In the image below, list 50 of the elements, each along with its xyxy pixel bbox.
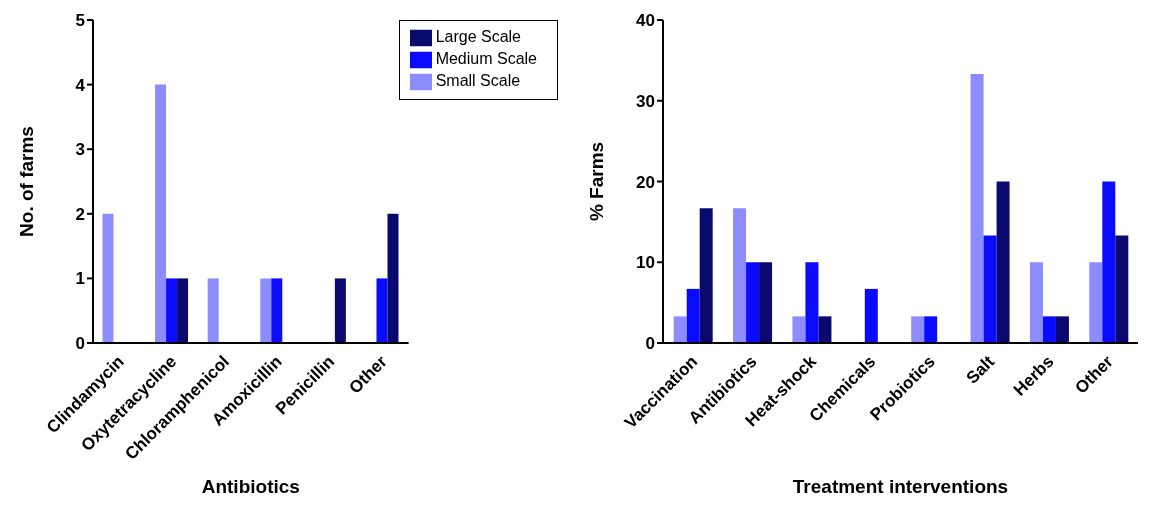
bar	[1042, 316, 1056, 343]
y-tick-label: 20	[636, 172, 655, 192]
bar	[924, 316, 938, 343]
y-tick-label: 3	[75, 140, 85, 160]
bar	[376, 278, 388, 343]
y-tick-label: 10	[636, 253, 655, 273]
bar	[1055, 316, 1069, 343]
bar	[733, 208, 747, 343]
y-axis-title: No. of farms	[15, 126, 37, 237]
bar	[970, 74, 984, 343]
y-tick-label: 5	[75, 11, 85, 31]
bar	[792, 316, 806, 343]
bar	[996, 181, 1010, 343]
bar	[864, 288, 878, 343]
y-tick-label: 1	[75, 269, 85, 289]
x-axis-title: Antibiotics	[201, 476, 300, 497]
bar	[746, 262, 760, 343]
bar	[1102, 181, 1116, 343]
bar	[983, 235, 997, 343]
bar	[818, 316, 832, 343]
bar	[1115, 235, 1129, 343]
y-tick-label: 40	[636, 11, 655, 31]
legend-label: Medium Scale	[435, 50, 537, 68]
bar	[387, 213, 399, 343]
bar	[673, 316, 687, 343]
y-tick-label: 0	[645, 334, 655, 354]
y-tick-label: 30	[636, 91, 655, 111]
bar	[1029, 262, 1043, 343]
bar	[166, 278, 178, 343]
x-axis-title: Treatment interventions	[792, 476, 1009, 497]
bar	[1089, 262, 1103, 343]
bar	[805, 262, 819, 343]
bar	[271, 278, 283, 343]
bar	[699, 208, 713, 343]
legend-label: Small Scale	[435, 72, 521, 90]
y-axis-title: % Farms	[585, 141, 607, 222]
bar	[207, 278, 219, 343]
bar	[759, 262, 773, 343]
bar	[686, 288, 700, 343]
x-tick-label: Salt	[962, 351, 999, 388]
legend-label: Large Scale	[435, 28, 522, 46]
bar	[177, 278, 189, 343]
y-tick-label: 4	[75, 75, 86, 95]
bar	[911, 316, 925, 343]
bar	[334, 278, 346, 343]
y-tick-label: 0	[75, 334, 85, 354]
bar	[102, 213, 114, 343]
y-tick-label: 2	[75, 204, 85, 224]
bar	[155, 84, 167, 343]
bar	[260, 278, 272, 343]
